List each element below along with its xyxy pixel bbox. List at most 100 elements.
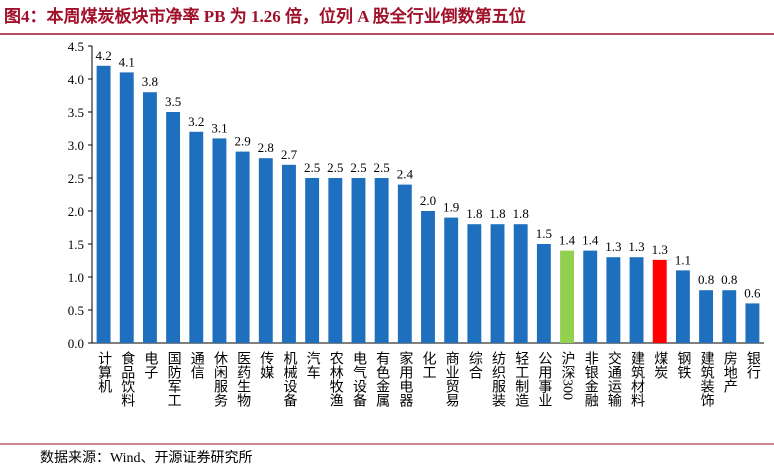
bar bbox=[490, 224, 505, 343]
chart-title: 图4：本周煤炭板块市净率 PB 为 1.26 倍，位列 A 股全行业倒数第五位 bbox=[4, 6, 526, 26]
x-tick-label: 煤炭 bbox=[652, 351, 668, 379]
x-tick-label: 轻工制造 bbox=[513, 351, 529, 408]
bar bbox=[606, 257, 621, 343]
bar bbox=[119, 72, 134, 344]
bar bbox=[536, 244, 551, 343]
y-tick-label: 0.5 bbox=[68, 303, 84, 318]
x-tick-label: 通信 bbox=[189, 351, 205, 379]
y-tick-label: 2.0 bbox=[68, 204, 84, 219]
bar bbox=[397, 184, 412, 343]
bar bbox=[212, 138, 227, 343]
value-label: 1.8 bbox=[466, 206, 482, 221]
bar bbox=[513, 224, 528, 343]
bar bbox=[629, 257, 644, 343]
value-label: 1.4 bbox=[559, 233, 576, 248]
x-tick-label: 食品饮料 bbox=[119, 350, 135, 407]
y-tick-label: 2.5 bbox=[68, 171, 84, 186]
value-label: 0.8 bbox=[721, 272, 737, 287]
value-label: 3.5 bbox=[165, 94, 181, 109]
bar bbox=[142, 92, 157, 343]
value-label: 1.5 bbox=[536, 226, 552, 241]
value-label: 2.9 bbox=[234, 134, 250, 149]
value-label: 1.8 bbox=[513, 206, 529, 221]
value-label: 3.1 bbox=[211, 120, 227, 135]
bar bbox=[583, 250, 598, 343]
x-tick-label: 公用事业 bbox=[536, 351, 552, 407]
bar bbox=[96, 65, 111, 344]
value-label: 0.6 bbox=[744, 285, 761, 300]
bar bbox=[444, 217, 459, 343]
value-label: 2.5 bbox=[374, 160, 390, 175]
y-tick-label: 3.5 bbox=[68, 105, 84, 120]
value-label: 1.8 bbox=[489, 206, 505, 221]
x-tick-label: 建筑装饰 bbox=[699, 351, 715, 407]
x-tick-label: 农林牧渔 bbox=[328, 351, 344, 407]
bar bbox=[351, 178, 366, 343]
value-label: 2.7 bbox=[281, 147, 298, 162]
bar bbox=[699, 290, 714, 343]
value-label: 3.2 bbox=[188, 114, 204, 129]
bar bbox=[305, 178, 320, 343]
x-tick-label: 银行 bbox=[745, 351, 761, 380]
value-label: 1.4 bbox=[582, 233, 599, 248]
x-tick-label: 钢铁 bbox=[675, 351, 691, 379]
x-tick-label: 综合 bbox=[467, 351, 483, 379]
x-tick-label: 沪深300 bbox=[560, 351, 576, 400]
value-label: 2.8 bbox=[258, 140, 274, 155]
value-label: 2.0 bbox=[420, 193, 436, 208]
bar bbox=[374, 178, 389, 343]
x-tick-label: 休闲服务 bbox=[212, 351, 228, 407]
x-tick-label: 汽车 bbox=[305, 351, 321, 379]
value-label: 1.3 bbox=[652, 242, 668, 257]
x-tick-label: 传媒 bbox=[258, 351, 274, 379]
bar bbox=[675, 270, 690, 343]
value-label: 3.8 bbox=[142, 74, 158, 89]
x-tick-label: 建筑材料 bbox=[629, 351, 645, 407]
value-label: 4.2 bbox=[95, 48, 111, 63]
value-label: 0.8 bbox=[698, 272, 714, 287]
y-tick-label: 3.0 bbox=[68, 138, 84, 153]
bar bbox=[235, 151, 250, 343]
x-tick-label: 非银金融 bbox=[583, 351, 599, 407]
x-tick-label: 计算机 bbox=[96, 351, 112, 394]
bar bbox=[745, 303, 760, 343]
x-tick-label: 医药生物 bbox=[235, 351, 251, 408]
bar bbox=[282, 164, 296, 343]
x-tick-label: 国防军工 bbox=[166, 351, 182, 407]
bar bbox=[722, 290, 737, 343]
value-label: 1.9 bbox=[443, 200, 459, 215]
value-label: 1.1 bbox=[675, 252, 691, 267]
value-label: 1.3 bbox=[605, 239, 621, 254]
x-tick-label: 家用电器 bbox=[397, 350, 413, 407]
x-tick-label: 电子 bbox=[142, 351, 158, 379]
x-tick-label: 电气设备 bbox=[351, 351, 367, 407]
x-tick-label: 有色金属 bbox=[374, 351, 390, 407]
bar bbox=[258, 158, 273, 343]
x-tick-label: 交通运输 bbox=[606, 350, 622, 407]
bar bbox=[189, 131, 204, 343]
x-tick-label: 化工 bbox=[421, 351, 437, 379]
x-tick-label: 纺织服装 bbox=[490, 351, 506, 407]
bar bbox=[421, 211, 435, 343]
bar bbox=[328, 178, 343, 343]
bar bbox=[652, 259, 667, 343]
y-tick-label: 1.5 bbox=[68, 237, 84, 252]
y-tick-label: 1.0 bbox=[68, 270, 84, 285]
source: 数据来源：Wind、开源证券研究所 bbox=[40, 450, 253, 466]
x-tick-label: 商业贸易 bbox=[444, 351, 460, 407]
y-tick-label: 4.5 bbox=[68, 39, 84, 54]
value-label: 2.5 bbox=[304, 160, 320, 175]
value-label: 1.3 bbox=[628, 239, 644, 254]
bar bbox=[560, 250, 574, 343]
x-tick-label: 机械设备 bbox=[281, 351, 297, 407]
value-label: 2.4 bbox=[397, 167, 414, 182]
x-tick-label: 房地产 bbox=[722, 351, 738, 394]
value-label: 2.5 bbox=[350, 160, 366, 175]
bar bbox=[166, 112, 181, 343]
value-label: 4.1 bbox=[119, 54, 135, 69]
bar bbox=[467, 224, 482, 343]
value-label: 2.5 bbox=[327, 160, 343, 175]
y-tick-label: 4.0 bbox=[68, 72, 84, 87]
y-tick-label: 0.0 bbox=[68, 336, 84, 351]
